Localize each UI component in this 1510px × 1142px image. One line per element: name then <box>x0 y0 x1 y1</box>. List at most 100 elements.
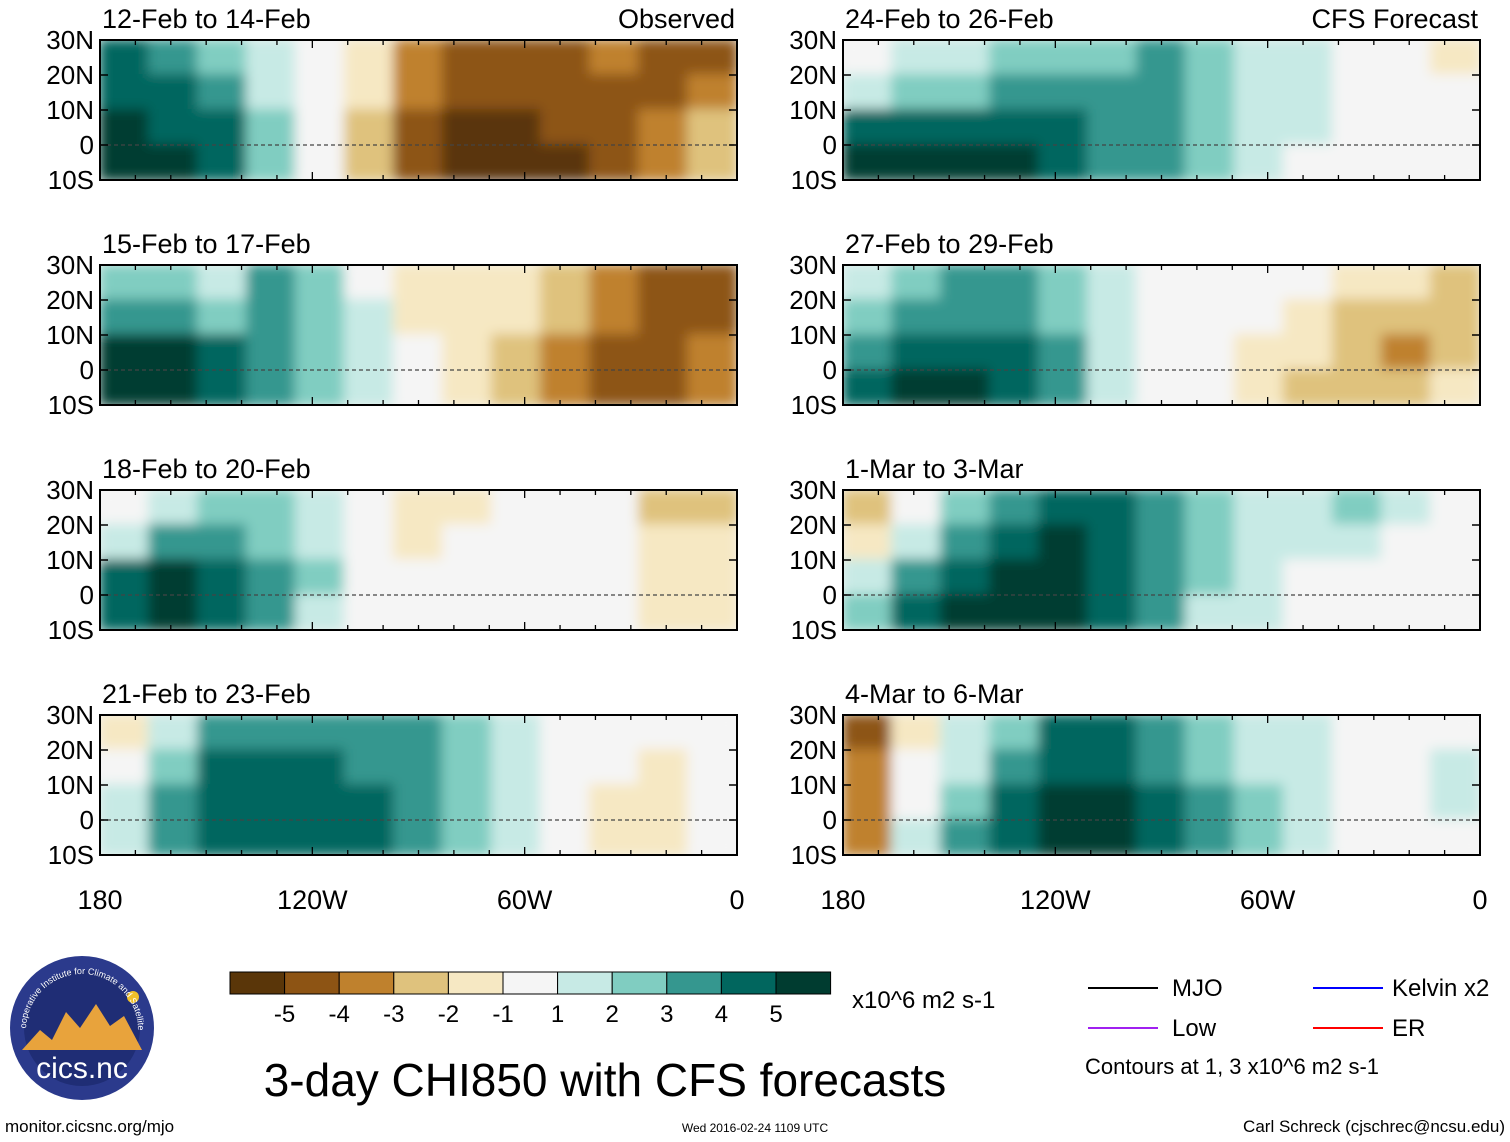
y-tick-label: 0 <box>80 805 94 835</box>
field-cell <box>687 490 737 526</box>
y-tick-label: 0 <box>80 130 94 160</box>
field-cell <box>989 40 1040 76</box>
field-cell <box>197 749 248 786</box>
field-cell <box>1381 109 1432 146</box>
field-cell <box>1185 524 1236 561</box>
field-cell <box>1234 749 1285 786</box>
field-cell <box>638 594 689 630</box>
field-cell <box>1430 334 1480 371</box>
field-cell <box>843 109 893 146</box>
chi-field <box>843 265 1480 405</box>
field-cell <box>344 524 395 561</box>
field-cell <box>1087 265 1138 301</box>
field-cell <box>1185 369 1236 405</box>
field-cell <box>344 144 395 180</box>
field-cell <box>1332 559 1383 596</box>
field-cell <box>989 144 1040 180</box>
field-cell <box>940 490 991 526</box>
colorbar-swatch <box>284 971 340 995</box>
field-cell <box>1136 819 1187 855</box>
field-cell <box>442 74 493 111</box>
field-cell <box>442 715 493 751</box>
field-cell <box>442 559 493 596</box>
field-cell <box>393 524 444 561</box>
field-cell <box>491 369 542 405</box>
x-tick-label: 120W <box>277 885 348 915</box>
field-cell <box>843 334 893 371</box>
figure-title: 3-day CHI850 with CFS forecasts <box>264 1054 947 1106</box>
field-cell <box>295 715 346 751</box>
field-cell <box>246 819 297 855</box>
field-cell <box>442 749 493 786</box>
field-cell <box>1234 524 1285 561</box>
field-cell <box>540 490 591 526</box>
field-cell <box>589 490 640 526</box>
field-cell <box>638 490 689 526</box>
field-cell <box>1087 334 1138 371</box>
field-cell <box>197 490 248 526</box>
y-tick-label: 30N <box>789 700 837 730</box>
field-cell <box>843 490 893 526</box>
field-cell <box>638 40 689 76</box>
field-cell <box>940 74 991 111</box>
field-cell <box>1038 490 1089 526</box>
field-cell <box>393 749 444 786</box>
field-cell <box>1087 524 1138 561</box>
colorbar-tick-label: -3 <box>383 1001 404 1028</box>
field-cell <box>1283 109 1334 146</box>
field-cell <box>393 715 444 751</box>
field-cell <box>687 109 737 146</box>
field-cell <box>1430 109 1480 146</box>
field-cell <box>940 819 991 855</box>
field-cell <box>891 40 942 76</box>
field-cell <box>393 334 444 371</box>
field-cell <box>1283 559 1334 596</box>
y-tick-label: 10N <box>789 770 837 800</box>
field-cell <box>295 299 346 336</box>
field-cell <box>100 715 150 751</box>
colorbar-tick-label: -4 <box>329 1001 350 1028</box>
panel-period-label: 12-Feb to 14-Feb <box>102 4 311 34</box>
field-cell <box>940 144 991 180</box>
field-cell <box>393 369 444 405</box>
field-cell <box>100 784 150 821</box>
field-cell <box>1087 819 1138 855</box>
footer-website[interactable]: monitor.cicsnc.org/mjo <box>5 1117 174 1136</box>
logo-sun-icon <box>127 991 139 1003</box>
field-cell <box>1185 594 1236 630</box>
colorbar-tick-label: 4 <box>715 1001 728 1028</box>
field-cell <box>1038 524 1089 561</box>
field-cell <box>1185 144 1236 180</box>
field-cell <box>1381 74 1432 111</box>
colorbar-swatch <box>447 971 504 995</box>
field-cell <box>638 109 689 146</box>
field-cell <box>344 369 395 405</box>
field-cell <box>393 74 444 111</box>
field-cell <box>246 334 297 371</box>
field-cell <box>491 559 542 596</box>
field-cell <box>1234 74 1285 111</box>
field-cell <box>197 715 248 751</box>
y-tick-label: 0 <box>823 580 837 610</box>
field-cell <box>1381 715 1432 751</box>
colorbar-tick-label: 1 <box>551 1001 564 1028</box>
chi-field <box>843 40 1480 180</box>
y-tick-label: 0 <box>80 355 94 385</box>
y-tick-label: 10N <box>46 95 94 125</box>
field-cell <box>197 109 248 146</box>
field-cell <box>148 109 199 146</box>
field-cell <box>1332 109 1383 146</box>
field-cell <box>940 524 991 561</box>
field-cell <box>638 559 689 596</box>
colorbar-swatch <box>502 971 559 995</box>
field-cell <box>989 524 1040 561</box>
field-cell <box>1332 524 1383 561</box>
logo-text: cics.nc <box>36 1052 128 1085</box>
field-cell <box>197 265 248 301</box>
field-cell <box>1381 524 1432 561</box>
field-cell <box>1038 369 1089 405</box>
field-cell <box>891 715 942 751</box>
colorbar-tick-label: 3 <box>660 1001 673 1028</box>
field-cell <box>1087 715 1138 751</box>
field-cell <box>246 524 297 561</box>
